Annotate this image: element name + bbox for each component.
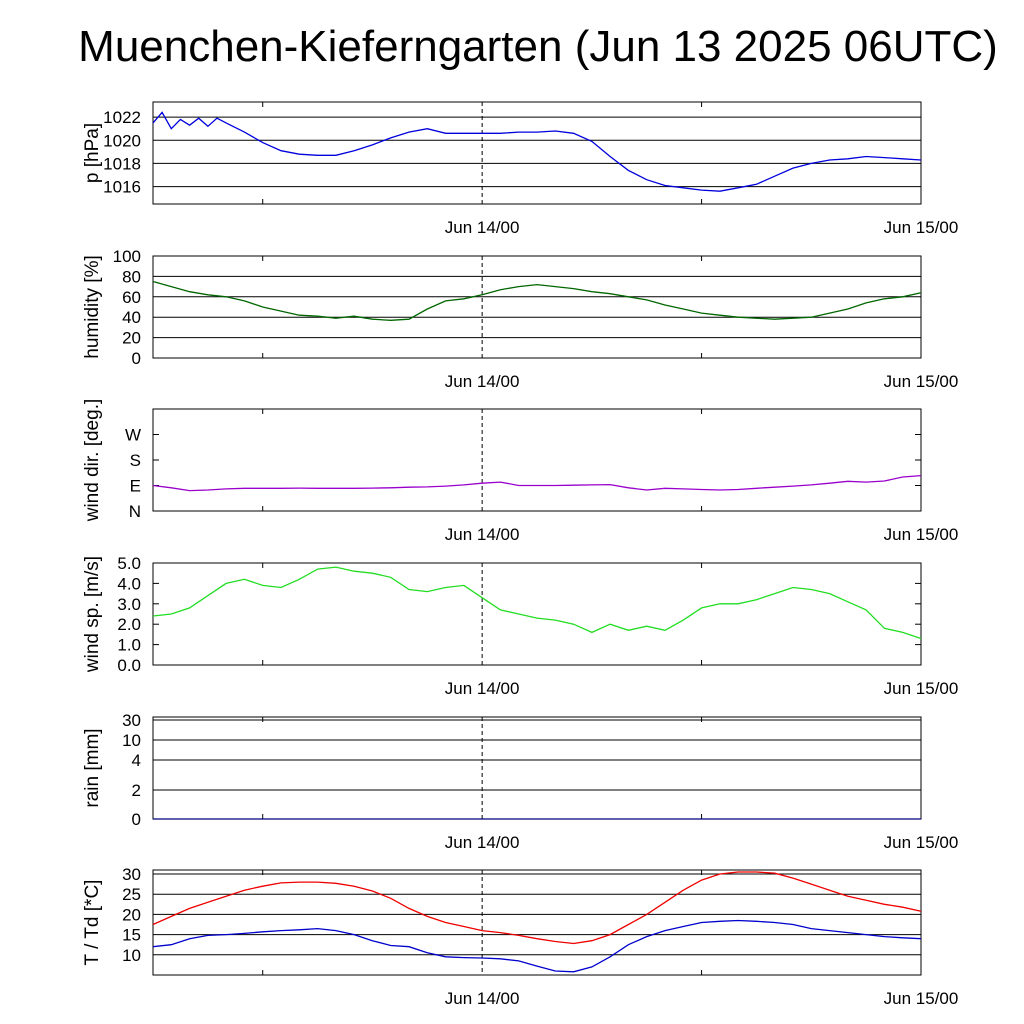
series-line: [152, 474, 922, 492]
series-line: [152, 280, 922, 321]
y-tick-label: 20: [122, 329, 141, 348]
y-tick-label: 2: [132, 781, 141, 800]
y-tick-label: 40: [122, 308, 141, 327]
y-tick-label: 25: [122, 885, 141, 904]
x-tick-label: Jun 14/00: [445, 679, 520, 698]
x-tick-label: Jun 14/00: [445, 525, 520, 544]
y-axis-label: wind sp. [m/s]: [82, 556, 103, 673]
y-tick-label: 0: [132, 349, 141, 368]
x-tick-label: Jun 15/00: [884, 218, 959, 237]
panel-frame: [152, 869, 922, 976]
y-tick-label: 1020: [103, 131, 141, 150]
y-tick-label: 10: [122, 731, 141, 750]
y-tick-label: 20: [122, 905, 141, 924]
panel-frame: [152, 716, 922, 820]
chart-title: Muenchen-Kieferngarten (Jun 13 2025 06UT…: [78, 22, 998, 71]
y-tick-label: 5.0: [117, 554, 141, 573]
y-axis-label: humidity [%]: [82, 255, 103, 358]
y-tick-label: 1022: [103, 108, 141, 127]
y-tick-label: 1.0: [117, 636, 141, 655]
y-tick-label: 30: [122, 865, 141, 884]
x-tick-label: Jun 15/00: [884, 525, 959, 544]
y-tick-label: 1016: [103, 178, 141, 197]
x-tick-label: Jun 14/00: [445, 372, 520, 391]
x-tick-label: Jun 15/00: [884, 833, 959, 852]
y-tick-label: 100: [113, 247, 141, 266]
y-axis-label: rain [mm]: [82, 728, 103, 807]
y-tick-label: 30: [122, 711, 141, 730]
y-tick-label: 10: [122, 946, 141, 965]
y-tick-label: 60: [122, 288, 141, 307]
y-axis-label: wind dir. [deg.]: [82, 399, 103, 523]
y-tick-label: S: [130, 451, 141, 470]
series-line: [152, 111, 922, 192]
panel-frame: [152, 255, 922, 359]
panel-frame: [152, 101, 922, 205]
panel-frame: [152, 562, 922, 666]
panel-frame: [152, 408, 922, 512]
x-tick-label: Jun 15/00: [884, 372, 959, 391]
x-tick-label: Jun 14/00: [445, 989, 520, 1008]
x-tick-label: Jun 14/00: [445, 218, 520, 237]
y-tick-label: E: [130, 477, 141, 496]
y-axis-label: p [hPa]: [82, 123, 103, 183]
x-tick-label: Jun 15/00: [884, 679, 959, 698]
y-tick-label: W: [125, 426, 141, 445]
x-tick-label: Jun 14/00: [445, 833, 520, 852]
y-tick-label: 3.0: [117, 595, 141, 614]
y-tick-label: 1018: [103, 154, 141, 173]
y-tick-label: 0.0: [117, 656, 141, 675]
y-tick-label: 0: [132, 810, 141, 829]
y-tick-label: 80: [122, 267, 141, 286]
series-line: [152, 919, 922, 973]
y-axis-label: T / Td [*C]: [82, 880, 103, 966]
y-tick-label: 2.0: [117, 615, 141, 634]
y-tick-label: 4.0: [117, 574, 141, 593]
series-line: [152, 871, 922, 945]
series-line: [152, 566, 922, 640]
x-tick-label: Jun 15/00: [884, 989, 959, 1008]
y-tick-label: 4: [132, 751, 141, 770]
y-tick-label: N: [129, 502, 141, 521]
y-tick-label: 15: [122, 926, 141, 945]
